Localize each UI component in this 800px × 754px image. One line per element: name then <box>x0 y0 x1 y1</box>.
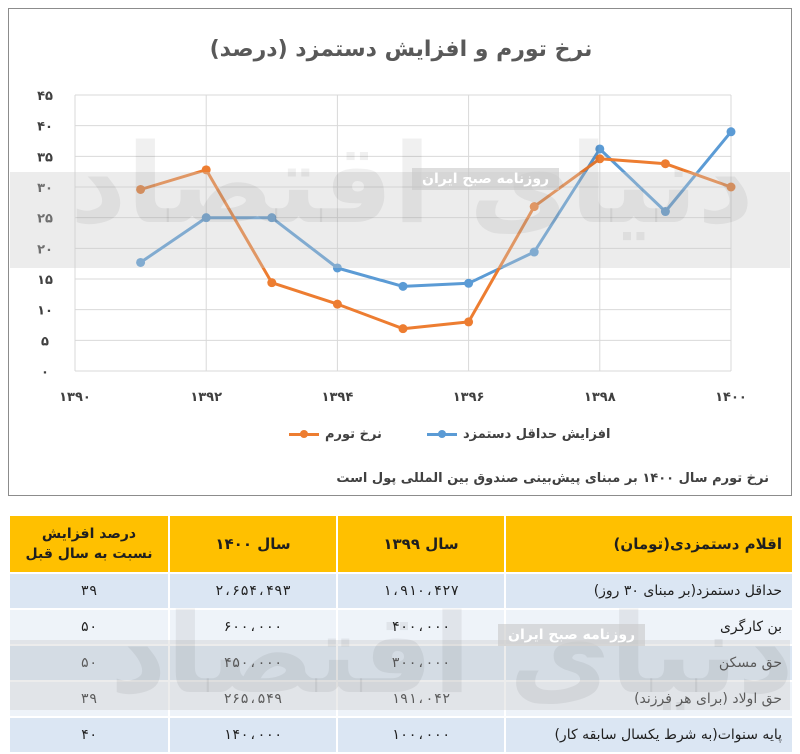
header-year-1399: سال ۱۳۹۹ <box>336 514 506 574</box>
y-tick-label: ۳۵ <box>37 150 53 165</box>
legend-item-inflation: نرخ تورم <box>289 427 382 442</box>
series-point-1 <box>267 278 277 288</box>
y-tick-label: ۲۵ <box>37 212 53 227</box>
cell-percent: ۳۹ <box>8 572 170 610</box>
legend-item-wage: افزایش حداقل دستمزد <box>427 427 611 442</box>
series-point-0 <box>529 247 539 257</box>
cell-1400: ۲،۶۵۴،۴۹۳ <box>168 572 338 610</box>
y-tick-label: ۵ <box>41 334 49 349</box>
cell-item: حق اولاد (برای هر فرزند) <box>504 680 794 718</box>
series-point-0 <box>201 213 211 223</box>
cell-item: حق مسکن <box>504 644 794 682</box>
cell-1400: ۴۵۰،۰۰۰ <box>168 644 338 682</box>
legend-swatch-wage <box>427 430 457 438</box>
header-items: اقلام دستمزدی(تومان) <box>504 514 794 574</box>
chart-panel: ۰ ۵ ۱۰ ۱۵ ۲۰ ۲۵ ۳۰ ۳۵ ۴۰ ۴۵ ۱۳۹۰ ۱۳۹۲ ۱۳۹۴ ۱۳۹۶ ۱۳۹۸ ۱۴… <box>8 8 792 496</box>
cell-percent: ۵۰ <box>8 608 170 646</box>
series-point-0 <box>398 281 408 291</box>
table-header-row: اقلام دستمزدی(تومان) سال ۱۳۹۹ سال ۱۴۰۰ د… <box>8 514 794 574</box>
series-point-1 <box>464 317 474 327</box>
series-point-0 <box>267 213 277 223</box>
y-tick-label: ۱۵ <box>37 273 53 288</box>
series-point-0 <box>660 207 670 217</box>
x-tick-label: ۱۴۰۰ <box>715 390 747 405</box>
legend-swatch-inflation <box>289 430 319 438</box>
y-tick-label: ۴۵ <box>37 89 53 104</box>
series-point-1 <box>398 324 408 334</box>
cell-item: پایه سنوات(به شرط یکسال سابقه کار) <box>504 716 794 754</box>
series-point-1 <box>201 165 211 175</box>
cell-1399: ۱،۹۱۰،۴۲۷ <box>336 572 506 610</box>
cell-1399: ۴۰۰،۰۰۰ <box>336 608 506 646</box>
series-line-0 <box>139 130 733 288</box>
legend-label-wage: افزایش حداقل دستمزد <box>463 427 611 442</box>
wage-table-container: اقلام دستمزدی(تومان) سال ۱۳۹۹ سال ۱۴۰۰ د… <box>8 514 794 754</box>
y-tick-label: ۰ <box>41 365 49 380</box>
table-row: حق مسکن ۳۰۰،۰۰۰ ۴۵۰،۰۰۰ ۵۰ <box>8 644 794 682</box>
series-point-0 <box>595 144 605 154</box>
cell-1400: ۶۰۰،۰۰۰ <box>168 608 338 646</box>
cell-1399: ۱۰۰،۰۰۰ <box>336 716 506 754</box>
series-line-1 <box>140 157 732 331</box>
header-year-1400: سال ۱۴۰۰ <box>168 514 338 574</box>
x-tick-label: ۱۳۹۶ <box>453 390 485 405</box>
cell-item: حداقل دستمزد(بر مبنای ۳۰ روز) <box>504 572 794 610</box>
x-tick-label: ۱۳۹۸ <box>584 390 616 405</box>
series-point-0 <box>136 257 146 267</box>
cell-1400: ۲۶۵،۵۴۹ <box>168 680 338 718</box>
cell-1399: ۳۰۰،۰۰۰ <box>336 644 506 682</box>
line-chart: ۰ ۵ ۱۰ ۱۵ ۲۰ ۲۵ ۳۰ ۳۵ ۴۰ ۴۵ ۱۳۹۰ ۱۳۹۲ ۱۳۹۴ ۱۳۹۶ ۱۳۹۸ ۱۴… <box>37 89 747 405</box>
x-tick-label: ۱۳۹۰ <box>59 390 91 405</box>
series-point-0 <box>464 278 474 288</box>
cell-percent: ۳۹ <box>8 680 170 718</box>
series-point-0 <box>332 263 342 273</box>
cell-percent: ۵۰ <box>8 644 170 682</box>
x-tick-label: ۱۳۹۲ <box>190 390 222 405</box>
y-tick-label: ۲۰ <box>37 242 53 257</box>
cell-1399: ۱۹۱،۰۴۲ <box>336 680 506 718</box>
cell-percent: ۴۰ <box>8 716 170 754</box>
series-point-1 <box>529 202 539 212</box>
x-tick-label: ۱۳۹۴ <box>322 390 354 405</box>
y-tick-label: ۱۰ <box>37 304 53 319</box>
series-point-1 <box>595 154 605 164</box>
table-row: حداقل دستمزد(بر مبنای ۳۰ روز) ۱،۹۱۰،۴۲۷ … <box>8 572 794 610</box>
series-point-1 <box>660 159 670 169</box>
legend-label-inflation: نرخ تورم <box>325 427 382 442</box>
y-tick-label: ۳۰ <box>37 181 53 196</box>
chart-footnote: نرخ تورم سال ۱۴۰۰ بر مبنای پیش‌بینی صندو… <box>336 471 769 486</box>
wage-table: اقلام دستمزدی(تومان) سال ۱۳۹۹ سال ۱۴۰۰ د… <box>8 514 794 754</box>
cell-item: بن کارگری <box>504 608 794 646</box>
cell-1400: ۱۴۰،۰۰۰ <box>168 716 338 754</box>
series-point-1 <box>136 184 146 194</box>
series-point-0 <box>726 127 736 137</box>
y-tick-label: ۴۰ <box>37 120 53 135</box>
series-point-1 <box>726 182 736 192</box>
table-row: پایه سنوات(به شرط یکسال سابقه کار) ۱۰۰،۰… <box>8 716 794 754</box>
chart-title: نرخ تورم و افزایش دستمزد (درصد) <box>209 37 593 62</box>
series-point-1 <box>332 299 342 309</box>
table-row: بن کارگری ۴۰۰،۰۰۰ ۶۰۰،۰۰۰ ۵۰ <box>8 608 794 646</box>
header-percent-increase: درصد افزایش نسبت به سال قبل <box>8 514 170 574</box>
table-row: حق اولاد (برای هر فرزند) ۱۹۱،۰۴۲ ۲۶۵،۵۴۹… <box>8 680 794 718</box>
